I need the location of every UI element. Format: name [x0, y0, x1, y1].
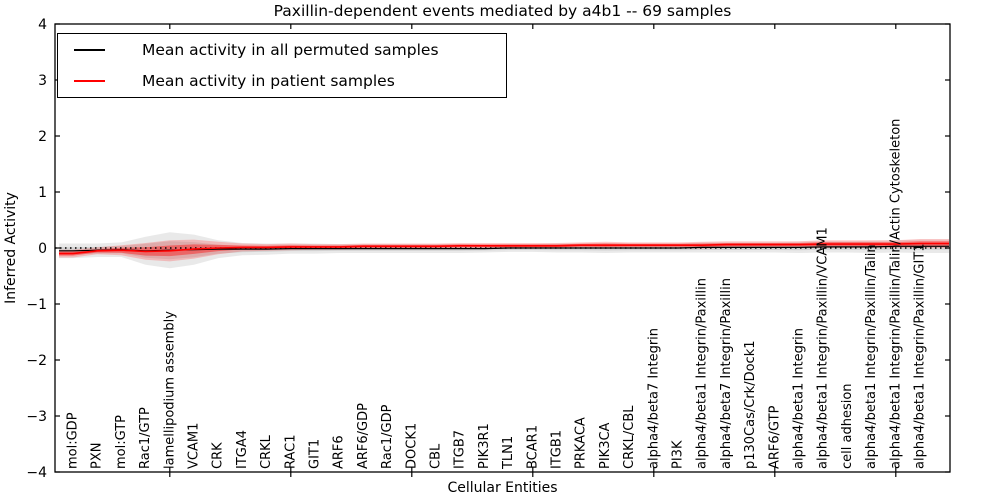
- x-category-label: alpha4/beta1 Integrin/Paxillin/GIT1: [913, 243, 928, 469]
- x-category-label: PI3K: [671, 440, 686, 469]
- y-tick-label: 2: [38, 129, 47, 145]
- permuted-band-outer: [59, 232, 949, 269]
- x-category-label: RAC1: [283, 434, 298, 469]
- x-category-label: GIT1: [308, 439, 323, 469]
- x-category-label: CRKL/CBL: [622, 405, 637, 469]
- legend: Mean activity in all permuted samples Me…: [57, 33, 507, 98]
- x-category-label: alpha4/beta7 Integrin: [646, 328, 661, 469]
- x-category-label: CRK: [211, 442, 226, 469]
- y-tick-label: 3: [38, 73, 47, 89]
- x-category-label: alpha4/beta1 Integrin/Paxillin: [695, 278, 710, 469]
- y-tick-label: 1: [38, 185, 47, 201]
- permuted-band-inner: [59, 241, 949, 260]
- patient-mean-line: [59, 242, 949, 255]
- x-category-label: alpha4/beta7 Integrin/Paxillin: [719, 278, 734, 469]
- x-category-label: cell adhesion: [840, 383, 855, 469]
- legend-label-permuted: Mean activity in all permuted samples: [142, 41, 439, 59]
- x-category-label: alpha4/beta1 Integrin/Paxillin/Talin: [864, 244, 879, 469]
- y-axis-label: Inferred Activity: [3, 192, 19, 304]
- x-category-label: DOCK1: [404, 423, 419, 469]
- x-category-label: ITGA4: [235, 430, 250, 469]
- x-category-label: CBL: [429, 443, 444, 469]
- x-category-label: mol:GTP: [114, 415, 129, 469]
- y-tick-label: 0: [38, 241, 47, 257]
- permuted-line-swatch-icon: [74, 49, 105, 51]
- patient-line-swatch-icon: [74, 80, 105, 82]
- x-category-label: ITGB1: [550, 430, 565, 469]
- x-category-label: ARF6/GTP: [767, 405, 782, 469]
- x-category-label: p130Cas/Crk/Dock1: [743, 340, 758, 469]
- x-category-label: PIK3R1: [477, 423, 492, 469]
- y-tick-label: −3: [26, 409, 47, 425]
- x-category-label: PXN: [90, 443, 105, 469]
- x-category-label: alpha4/beta1 Integrin: [792, 328, 807, 469]
- x-category-label: mol:GDP: [66, 412, 81, 469]
- chart-title: Paxillin-dependent events mediated by a4…: [273, 2, 732, 20]
- legend-item-permuted: Mean activity in all permuted samples: [58, 35, 506, 66]
- legend-item-patient: Mean activity in patient samples: [58, 66, 506, 97]
- x-category-label: alpha4/beta1 Integrin/Paxillin/Talin/Act…: [888, 119, 903, 469]
- y-tick-label: −2: [26, 353, 47, 369]
- x-category-label: PRKACA: [574, 417, 589, 469]
- legend-label-patient: Mean activity in patient samples: [142, 72, 395, 90]
- y-tick-label: −1: [26, 297, 47, 313]
- y-tick-label: −4: [26, 465, 47, 481]
- x-category-label: lamellipodium assembly: [162, 311, 177, 469]
- x-category-label: BCAR1: [525, 425, 540, 469]
- x-category-label: VCAM1: [187, 423, 202, 469]
- x-category-label: TLN1: [501, 436, 516, 470]
- x-category-label: PIK3CA: [598, 422, 613, 469]
- x-category-label: alpha4/beta1 Integrin/Paxillin/VCAM1: [816, 227, 831, 469]
- x-category-label: CRKL: [259, 434, 274, 469]
- x-category-label: Rac1/GTP: [138, 407, 153, 469]
- x-axis-label: Cellular Entities: [447, 480, 558, 496]
- x-category-label: ARF6/GDP: [356, 403, 371, 469]
- x-category-label: ARF6: [332, 435, 347, 469]
- x-category-label: ITGB7: [453, 430, 468, 469]
- x-category-label: Rac1/GDP: [380, 404, 395, 469]
- y-tick-label: 4: [38, 17, 47, 33]
